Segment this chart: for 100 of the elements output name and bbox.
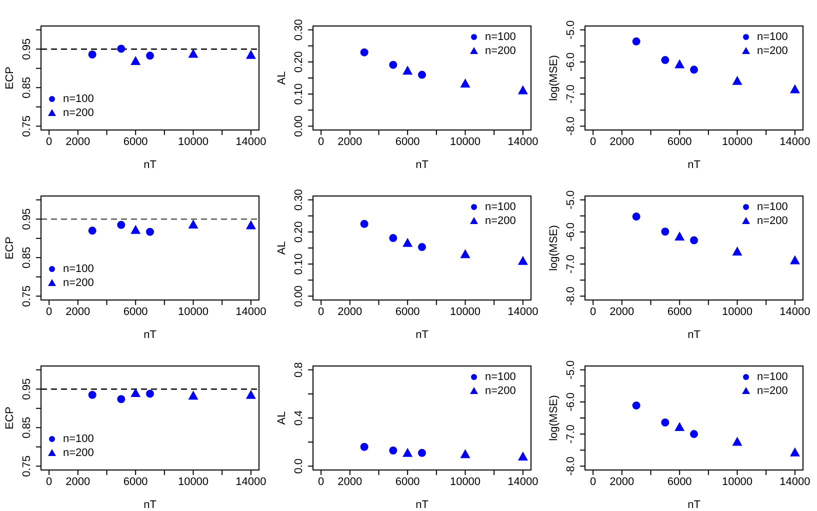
- y-tick-label: 0.20: [293, 221, 305, 243]
- x-tick-label: 10000: [450, 306, 481, 318]
- point: [460, 249, 470, 258]
- y-axis-title: AL: [276, 241, 288, 255]
- x-tick-label: 6000: [395, 306, 420, 318]
- legend-label: n=100: [485, 200, 516, 214]
- x-tick-label: 0: [590, 476, 596, 488]
- y-tick-label: 0.85: [21, 246, 33, 268]
- x-axis-title: nT: [416, 159, 429, 171]
- point: [790, 255, 800, 264]
- x-tick-label: 6000: [395, 476, 420, 488]
- y-axis-title: AL: [276, 411, 288, 425]
- x-axis-title: nT: [688, 329, 701, 341]
- x-tick-label: 14000: [780, 476, 810, 488]
- point: [389, 446, 398, 454]
- y-tick-label: 0.20: [293, 51, 305, 73]
- y-tick-label: 0.85: [21, 76, 33, 98]
- x-tick-label: 6000: [667, 476, 692, 488]
- y-tick-label: 0.85: [21, 416, 33, 438]
- x-tick-label: 2000: [66, 306, 90, 318]
- y-tick-label: 0.30: [293, 189, 305, 211]
- x-tick-label: 14000: [508, 476, 538, 488]
- x-tick-label: 0: [318, 476, 324, 488]
- point: [402, 66, 413, 75]
- y-tick-label: 0.75: [21, 285, 33, 307]
- legend-label: n=200: [485, 44, 516, 58]
- x-tick-label: 14000: [236, 136, 266, 148]
- point: [188, 48, 198, 58]
- legend-label: n=200: [757, 214, 788, 228]
- point: [690, 430, 698, 438]
- legend-label: n=100: [485, 370, 516, 384]
- x-tick-label: 2000: [66, 476, 90, 488]
- point: [661, 56, 670, 64]
- legend-label: n=100: [63, 432, 94, 446]
- point: [732, 76, 742, 85]
- legend-label: n=200: [63, 106, 94, 120]
- x-tick-label: 2000: [338, 306, 362, 318]
- x-tick-label: 6000: [667, 306, 692, 318]
- legend-label: n=100: [63, 262, 94, 276]
- y-axis-title: ECP: [4, 236, 16, 260]
- x-tick-label: 10000: [178, 136, 209, 148]
- x-tick-label: 6000: [395, 136, 420, 148]
- y-tick-label: -7.0: [565, 84, 577, 104]
- point: [88, 226, 96, 235]
- x-axis-title: nT: [144, 499, 157, 511]
- y-tick-label: 0.95: [21, 38, 33, 60]
- legend-label: n=100: [485, 30, 516, 44]
- point: [460, 78, 470, 88]
- x-tick-label: 6000: [123, 136, 148, 148]
- point: [790, 84, 800, 94]
- x-tick-label: 10000: [722, 306, 753, 318]
- x-tick-label: 6000: [123, 306, 148, 318]
- y-axis-title: ECP: [4, 406, 16, 430]
- point: [246, 50, 256, 59]
- legend-label: n=200: [63, 276, 94, 290]
- x-tick-label: 14000: [236, 476, 266, 488]
- y-tick-label: -6.0: [565, 222, 577, 242]
- point: [674, 422, 685, 431]
- x-tick-label: 10000: [722, 476, 753, 488]
- y-tick-label: 0.8: [293, 362, 305, 378]
- y-tick-label: -8.0: [565, 286, 577, 306]
- y-tick-label: -8.0: [565, 456, 577, 476]
- point: [402, 238, 413, 247]
- point: [130, 56, 141, 66]
- y-axis-title: AL: [276, 71, 288, 85]
- x-tick-label: 0: [590, 136, 596, 148]
- y-tick-label: 0.0: [293, 458, 305, 474]
- legend-label: n=200: [485, 384, 516, 398]
- y-axis-title: log(MSE): [548, 395, 560, 441]
- x-tick-label: 2000: [66, 136, 90, 148]
- legend-label: n=200: [757, 384, 788, 398]
- x-axis-title: nT: [144, 159, 157, 171]
- x-axis-title: nT: [144, 329, 157, 341]
- x-tick-label: 0: [318, 136, 324, 148]
- point: [790, 447, 800, 456]
- x-tick-label: 2000: [610, 476, 634, 488]
- point: [632, 212, 640, 221]
- y-tick-label: 0.75: [21, 115, 33, 137]
- x-axis-title: nT: [416, 329, 429, 341]
- point: [389, 234, 398, 242]
- legend-label: n=100: [757, 200, 788, 214]
- point: [460, 449, 470, 458]
- point: [418, 448, 426, 457]
- point: [117, 220, 126, 229]
- point: [661, 228, 670, 236]
- x-tick-label: 0: [590, 306, 596, 318]
- y-tick-label: 0.10: [293, 83, 305, 105]
- legend-label: n=200: [63, 446, 94, 460]
- y-tick-label: -6.0: [565, 392, 577, 412]
- y-tick-label: 0.00: [293, 285, 305, 307]
- point: [518, 256, 528, 265]
- x-tick-label: 10000: [178, 306, 209, 318]
- y-tick-label: 0.4: [293, 410, 305, 426]
- point: [674, 59, 685, 68]
- x-axis-title: nT: [416, 499, 429, 511]
- x-tick-label: 14000: [508, 306, 538, 318]
- legend-label: n=100: [63, 92, 94, 106]
- x-tick-label: 2000: [338, 476, 362, 488]
- x-tick-label: 10000: [178, 476, 209, 488]
- y-tick-label: 0.75: [21, 455, 33, 477]
